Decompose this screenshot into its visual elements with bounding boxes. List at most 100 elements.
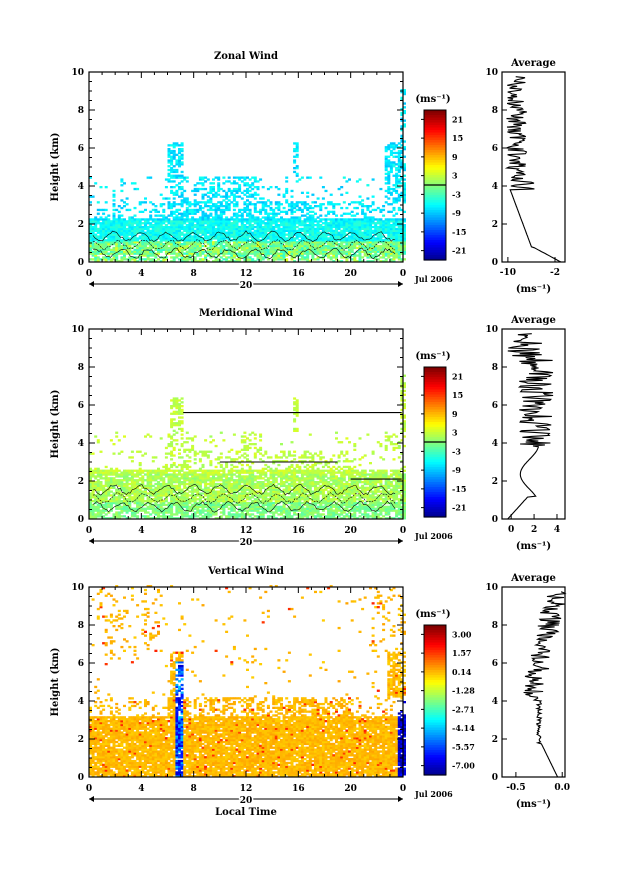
heatmap-cell — [196, 220, 200, 223]
heatmap-cell — [183, 178, 187, 181]
heatmap-cell — [144, 252, 147, 255]
heatmap-cell — [117, 484, 121, 488]
heatmap-cell — [206, 199, 210, 202]
heatmap-cell — [219, 244, 223, 248]
heatmap-cell — [214, 203, 218, 206]
heatmap-cell — [306, 235, 310, 238]
heatmap-cell — [172, 244, 176, 248]
heatmap-cell — [117, 490, 121, 493]
heatmap-cell — [290, 231, 294, 234]
heatmap-cell — [175, 233, 179, 236]
heatmap-cell — [146, 433, 150, 436]
heatmap-cell — [170, 454, 174, 457]
heatmap-cell — [387, 235, 391, 238]
heatmap-cell — [125, 231, 129, 234]
heatmap-cell — [162, 258, 166, 261]
heatmap-cell — [102, 237, 106, 240]
heatmap-cell — [125, 244, 129, 248]
heatmap-cell — [400, 134, 404, 137]
heatmap-cell — [120, 246, 124, 250]
heatmap-cell — [183, 511, 187, 514]
colorbar-swatch — [424, 207, 446, 211]
heatmap-cell — [382, 214, 386, 217]
heatmap-cell — [395, 254, 399, 257]
heatmap-cell — [89, 509, 92, 512]
heatmap-cell — [392, 241, 396, 244]
heatmap-cell — [295, 148, 299, 151]
heatmap-cell — [159, 509, 163, 512]
heatmap-cell — [403, 123, 406, 126]
heatmap-cell — [170, 507, 174, 510]
heatmap-cell — [107, 248, 111, 251]
heatmap-cell — [324, 241, 328, 244]
heatmap-cell — [206, 218, 210, 221]
heatmap-cell — [204, 205, 208, 208]
heatmap-cell — [149, 252, 153, 255]
heatmap-cell — [99, 481, 103, 484]
heatmap-cell — [102, 477, 106, 480]
heatmap-cell — [178, 406, 181, 410]
heatmap-cell — [248, 220, 252, 223]
heatmap-cell — [172, 151, 176, 155]
heatmap-cell — [196, 492, 200, 495]
heatmap-cell — [285, 189, 289, 193]
heatmap-cell — [361, 227, 365, 231]
heatmap-cell — [243, 225, 247, 229]
heatmap-cell — [272, 252, 276, 255]
y-tick-label: 6 — [78, 144, 84, 154]
heatmap-cell — [104, 201, 108, 204]
heatmap-cell — [120, 231, 124, 234]
heatmap-cell — [193, 218, 197, 221]
heatmap-cell — [319, 214, 323, 217]
heatmap-cell — [167, 220, 171, 223]
heatmap-cell — [319, 235, 323, 238]
heatmap-cell — [261, 258, 265, 261]
heatmap-cell — [225, 475, 229, 478]
colorbar-swatch — [424, 210, 446, 214]
heatmap-cell — [172, 191, 176, 194]
heatmap-cell — [311, 244, 315, 248]
heatmap-cell — [159, 248, 163, 251]
heatmap-cell — [397, 218, 401, 221]
heatmap-cell — [172, 405, 176, 408]
heatmap-cell — [308, 205, 312, 208]
heatmap-cell — [355, 220, 359, 223]
heatmap-cell — [266, 187, 270, 191]
heatmap-cell — [230, 515, 234, 518]
heatmap-cell — [141, 486, 145, 489]
heatmap-cell — [107, 501, 111, 505]
heatmap-cell — [335, 225, 338, 229]
heatmap-cell — [395, 220, 399, 223]
heatmap-cell — [387, 210, 391, 213]
heatmap-cell — [117, 500, 121, 503]
heatmap-cell — [293, 210, 297, 213]
heatmap-cell — [128, 227, 132, 231]
heatmap-cell — [115, 507, 119, 510]
heatmap-cell — [230, 460, 234, 463]
heatmap-cell — [180, 482, 184, 486]
heatmap-cell — [180, 433, 184, 436]
heatmap-cell — [144, 244, 147, 248]
heatmap-cell — [219, 214, 223, 217]
heatmap-cell — [99, 484, 103, 488]
heatmap-cell — [198, 479, 202, 482]
heatmap-cell — [167, 507, 171, 510]
heatmap-cell — [382, 244, 386, 248]
colorbar-swatch — [424, 152, 446, 156]
heatmap-cell — [102, 517, 106, 520]
heatmap-cell — [204, 454, 208, 457]
heatmap-cell — [387, 182, 391, 185]
heatmap-cell — [149, 505, 153, 508]
heatmap-cell — [180, 456, 184, 459]
heatmap-cell — [204, 517, 208, 520]
heatmap-cell — [185, 216, 189, 219]
heatmap-cell — [117, 469, 121, 472]
heatmap-cell — [232, 222, 236, 225]
x-tick-label: 8 — [191, 269, 197, 279]
heatmap-cell — [99, 237, 103, 240]
heatmap-cell — [287, 225, 291, 229]
heatmap-cell — [151, 517, 155, 520]
heatmap-cell — [120, 511, 124, 514]
heatmap-cell — [193, 220, 197, 223]
heatmap-cell — [112, 199, 116, 202]
